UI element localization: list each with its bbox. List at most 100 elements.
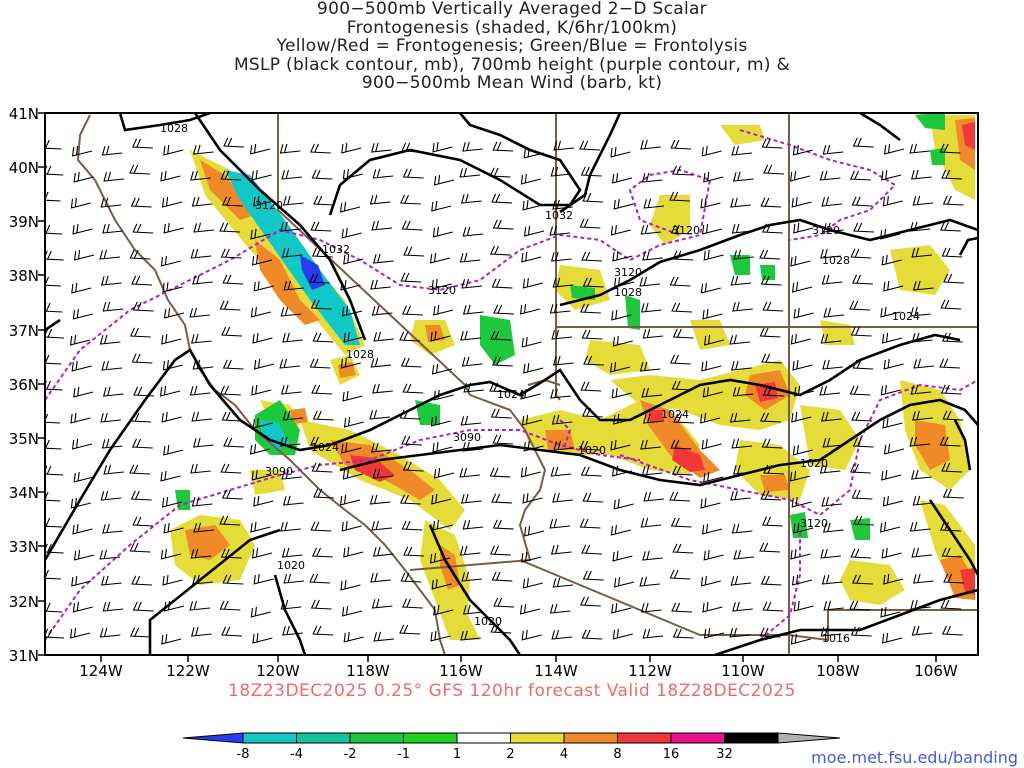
wind-barb [163,600,185,612]
wind-barb [459,467,481,478]
colorbar-segment [182,732,244,744]
wind-barb [579,518,601,529]
latitude-axis: 41N 40N 39N 38N 37N 36N 35N 34N 33N 32N … [9,105,39,665]
wind-barb [640,139,661,150]
wind-barb [251,547,273,559]
wind-barb [730,490,751,501]
wind-barb [822,222,844,233]
wind-barb [251,384,272,396]
lon-label: 110W [721,662,765,680]
wind-barb [730,197,751,208]
wind-barb [163,444,184,456]
wind-barb [551,414,573,425]
mslp-contour-labels: 1028 1032 1032 1028 1028 1028 1024 1024 … [160,122,920,645]
wind-barb [820,548,841,559]
wind-barb [552,199,573,210]
wind-barb [550,466,572,477]
wind-barb [312,410,334,421]
wind-barb [911,332,933,343]
wind-barb [131,138,153,149]
wind-barb [789,470,811,482]
wind-barb [492,434,514,445]
wind-barb [129,627,151,638]
wind-barb [790,333,811,345]
colorbar-label: 2 [506,747,514,762]
wind-barb [552,492,573,503]
wind-barb [732,601,753,612]
wind-barb [579,140,601,151]
colorbar-segment [510,732,565,744]
wind-barb [759,542,781,553]
wind-barb [370,357,392,368]
wind-barb [671,380,693,391]
wind-barb [342,468,363,480]
mslp-label: 1024 [311,441,339,454]
wind-barb [129,327,151,338]
mslp-label: 1024 [497,388,525,401]
wind-barb [341,442,362,454]
wind-barb [940,299,962,310]
wind-barb [71,438,93,450]
wind-barb [703,334,725,346]
wind-barb [673,413,695,424]
wind-barb [883,280,904,292]
wind-barb [762,601,784,612]
wind-barb [343,253,364,265]
wind-barb [521,414,543,426]
wind-barb [731,145,753,156]
wind-barb [939,436,961,447]
wind-barb [702,386,723,398]
wind-barb [792,144,813,156]
wind-barb [220,463,242,474]
wind-barb [461,278,483,289]
lon-label: 114W [534,662,578,680]
wind-barb [283,280,305,291]
height-label: 3120 [800,517,828,530]
colorbar-label: -1 [397,747,410,762]
wind-barb [643,491,665,502]
wind-barb [461,571,483,582]
colorbar-label: 32 [716,747,733,762]
wind-barb [551,329,573,340]
wind-barb [190,463,211,474]
wind-barb [70,497,91,509]
wind-barb [402,461,424,472]
mslp-label: 1028 [160,122,188,135]
wind-barb [103,171,125,182]
wind-barb [733,549,755,560]
wind-barb [341,227,362,239]
wind-barb [522,277,543,289]
wind-barb [403,246,425,257]
wind-barb [219,515,241,526]
wind-barb [821,574,843,585]
wind-barb [943,273,965,284]
height-label: 3120 [428,284,456,297]
wind-barb [99,334,121,345]
wind-barb [280,599,302,610]
wind-barb [759,327,781,338]
wind-barb [45,517,63,528]
wind-barb [582,192,604,203]
credit-link[interactable]: moe.met.fsu.edu/banding [811,748,1018,767]
wind-barb [909,221,931,232]
wind-barb [159,385,181,397]
title-line-1: 900−500mb Vertically Averaged 2−D Scalar [317,0,707,19]
wind-barb [520,173,541,185]
wind-barb [219,600,241,611]
wind-barb [339,201,361,213]
wind-barb [489,545,511,556]
wind-barb [70,197,91,209]
wind-barb [251,469,272,481]
wind-barb [701,223,723,235]
wind-barb [820,411,842,422]
wind-barb [732,171,754,182]
wind-barb [671,602,693,613]
wind-barb [492,141,514,152]
wind-barb [252,332,273,344]
wind-barb [72,223,93,235]
wind-barb [549,303,571,314]
wind-barb [703,171,724,183]
mslp-label: 1016 [822,632,850,645]
wind-barb [223,437,245,448]
frontogenesis-shading [170,113,975,640]
